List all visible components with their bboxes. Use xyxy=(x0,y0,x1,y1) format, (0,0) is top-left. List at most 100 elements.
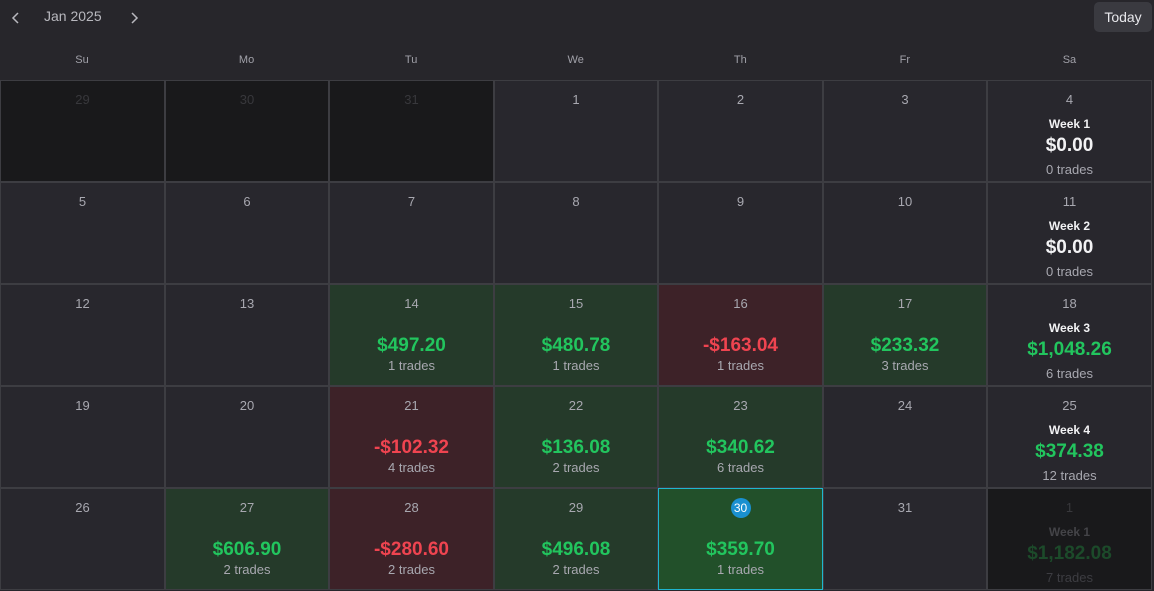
day-cell[interactable]: 21 -$102.32 4 trades xyxy=(329,386,494,488)
trade-count: 4 trades xyxy=(388,460,435,475)
day-cell[interactable]: 12 xyxy=(0,284,165,386)
weekday-label: Th xyxy=(733,54,747,66)
week-label: Week 4 xyxy=(1048,423,1091,437)
trade-count: 7 trades xyxy=(1046,570,1093,585)
day-cell[interactable]: 1 xyxy=(494,80,658,182)
day-number: 26 xyxy=(75,500,90,515)
pnl-amount: $233.32 xyxy=(870,335,940,356)
day-number: 9 xyxy=(736,194,745,209)
day-number: 11 xyxy=(1062,194,1077,209)
weekday-label: Tu xyxy=(404,54,418,66)
day-cell[interactable]: 24 xyxy=(823,386,987,488)
prev-month[interactable] xyxy=(8,10,24,26)
day-cell[interactable]: 29 xyxy=(0,80,165,182)
pnl-amount: $1,048.26 xyxy=(1027,339,1112,360)
day-cell[interactable]: 26 xyxy=(0,488,165,590)
pnl-amount: -$102.32 xyxy=(373,437,449,458)
day-cell[interactable]: 10 xyxy=(823,182,987,284)
day-cell[interactable]: 8 xyxy=(494,182,658,284)
day-number: 31 xyxy=(404,92,419,107)
day-number: 6 xyxy=(243,194,251,209)
day-cell[interactable]: 31 xyxy=(823,488,987,590)
day-cell[interactable]: 13 xyxy=(165,284,329,386)
day-cell[interactable]: 17 $233.32 3 trades xyxy=(823,284,987,386)
today-button[interactable]: Today xyxy=(1094,2,1152,32)
day-number: 29 xyxy=(568,500,584,515)
week-label: Week 3 xyxy=(1048,321,1091,335)
day-number: 17 xyxy=(897,296,913,311)
day-cell[interactable]: 29 $496.08 2 trades xyxy=(494,488,658,590)
day-number: 29 xyxy=(75,92,90,107)
day-cell[interactable]: 14 $497.20 1 trades xyxy=(329,284,494,386)
weekday-label: Su xyxy=(75,54,89,66)
pnl-amount: $606.90 xyxy=(212,539,282,560)
day-number: 16 xyxy=(733,296,748,311)
trade-count: 1 trades xyxy=(552,358,600,373)
trade-count: 12 trades xyxy=(1042,468,1097,483)
day-number: 30 xyxy=(659,498,822,518)
day-cell[interactable]: 6 xyxy=(165,182,329,284)
trade-count: 1 trades xyxy=(388,358,435,373)
day-number: 30 xyxy=(239,92,255,107)
pnl-amount: $0.00 xyxy=(1045,237,1094,258)
day-number: 4 xyxy=(1065,92,1074,107)
day-number: 3 xyxy=(901,92,909,107)
day-cell[interactable]: 30 xyxy=(165,80,329,182)
day-number: 22 xyxy=(568,398,584,413)
day-number: 5 xyxy=(78,194,87,209)
day-number: 24 xyxy=(897,398,913,413)
day-cell[interactable]: 9 xyxy=(658,182,823,284)
week-label: Week 1 xyxy=(1048,525,1091,539)
day-cell[interactable]: 18 Week 3 $1,048.26 6 trades xyxy=(987,284,1152,386)
day-cell[interactable]: 15 $480.78 1 trades xyxy=(494,284,658,386)
pnl-amount: $136.08 xyxy=(541,437,611,458)
pnl-amount: $1,182.08 xyxy=(1027,543,1112,564)
day-cell[interactable]: 16 -$163.04 1 trades xyxy=(658,284,823,386)
day-number: 31 xyxy=(897,500,913,515)
weekday-label: Mo xyxy=(238,54,255,66)
day-cell[interactable]: 27 $606.90 2 trades xyxy=(165,488,329,590)
day-number: 10 xyxy=(897,194,913,209)
trade-count: 2 trades xyxy=(552,460,600,475)
trade-count: 0 trades xyxy=(1046,162,1093,177)
trade-count: 2 trades xyxy=(223,562,271,577)
day-cell[interactable]: 4 Week 1 $0.00 0 trades xyxy=(987,80,1152,182)
day-cell[interactable]: 3 xyxy=(823,80,987,182)
day-cell[interactable]: 22 $136.08 2 trades xyxy=(494,386,658,488)
day-number: 14 xyxy=(404,296,419,311)
day-cell[interactable]: 19 xyxy=(0,386,165,488)
pnl-amount: $359.70 xyxy=(706,539,775,560)
day-number: 7 xyxy=(407,194,416,209)
day-number: 12 xyxy=(75,296,90,311)
day-cell[interactable]: 2 xyxy=(658,80,823,182)
day-cell[interactable]: 5 xyxy=(0,182,165,284)
day-number: 1 xyxy=(1065,500,1074,515)
day-cell[interactable]: 25 Week 4 $374.38 12 trades xyxy=(987,386,1152,488)
week-label: Week 2 xyxy=(1048,219,1091,233)
trade-count: 2 trades xyxy=(552,562,600,577)
day-cell[interactable]: 28 -$280.60 2 trades xyxy=(329,488,494,590)
day-cell[interactable]: 31 xyxy=(329,80,494,182)
trade-count: 2 trades xyxy=(388,562,435,577)
day-cell[interactable]: 30 $359.70 1 trades xyxy=(658,488,823,590)
day-cell[interactable]: 7 xyxy=(329,182,494,284)
day-number: 21 xyxy=(404,398,419,413)
day-number: 2 xyxy=(736,92,745,107)
day-number: 19 xyxy=(75,398,90,413)
pnl-amount: -$163.04 xyxy=(702,335,778,356)
day-cell[interactable]: 1 Week 1 $1,182.08 7 trades xyxy=(987,488,1152,590)
trade-count: 0 trades xyxy=(1046,264,1093,279)
day-number: 15 xyxy=(568,296,584,311)
weekday-label: Sa xyxy=(1062,54,1077,66)
pnl-amount: $340.62 xyxy=(706,437,775,458)
day-cell[interactable]: 11 Week 2 $0.00 0 trades xyxy=(987,182,1152,284)
trade-count: 6 trades xyxy=(1046,366,1093,381)
pnl-amount: $480.78 xyxy=(541,335,611,356)
day-cell[interactable]: 23 $340.62 6 trades xyxy=(658,386,823,488)
trade-count: 6 trades xyxy=(717,460,764,475)
next-month[interactable] xyxy=(126,10,142,26)
day-cell[interactable]: 20 xyxy=(165,386,329,488)
day-number: 13 xyxy=(239,296,255,311)
weekday-label: Fr xyxy=(899,54,911,66)
